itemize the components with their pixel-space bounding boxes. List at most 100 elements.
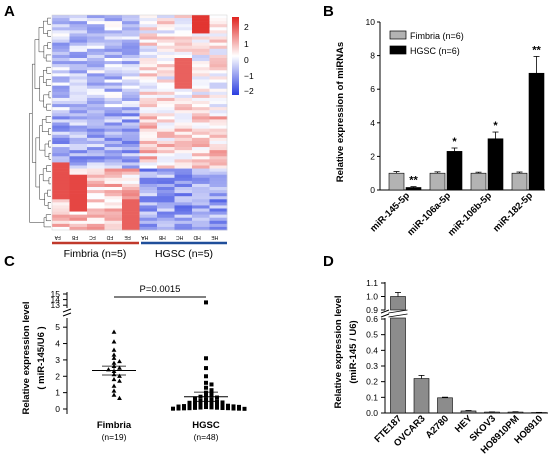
heatmap-cell <box>104 18 123 22</box>
heatmap-cell <box>139 153 158 157</box>
heatmap-cell <box>192 21 210 25</box>
panel-b-x-label: miR-145-5p <box>368 190 412 234</box>
heatmap-cell <box>87 144 105 148</box>
panel-c-point-hgsc <box>220 400 225 405</box>
heatmap-cell <box>69 113 88 117</box>
panel-d-y-tick-label: 0.9 <box>366 305 378 315</box>
heatmap-cell <box>87 199 105 203</box>
heatmap-cell <box>87 91 105 96</box>
heatmap-cell <box>192 58 210 62</box>
heatmap-cell <box>104 94 123 99</box>
heatmap-cell <box>69 159 88 163</box>
panel-d-axis-break <box>380 309 390 314</box>
heatmap-cell <box>157 42 175 47</box>
heatmap-cell <box>87 48 105 53</box>
heatmap-cell <box>174 202 193 206</box>
dendrogram-branch <box>34 39 40 89</box>
heatmap-cell <box>69 48 88 53</box>
dendrogram-branch <box>44 192 49 206</box>
heatmap-cell <box>104 64 123 68</box>
heatmap-cell <box>122 15 140 19</box>
heatmap-cell <box>122 61 140 65</box>
heatmap-cell <box>104 82 123 86</box>
heatmap-cell <box>69 104 88 108</box>
heatmap-cell <box>104 226 123 231</box>
heatmap-cell <box>104 54 123 59</box>
heatmap-cell <box>69 187 88 191</box>
heatmap-cell <box>122 85 140 90</box>
heatmap-cell <box>174 15 193 19</box>
heatmap-cell <box>122 51 140 56</box>
heatmap-cell <box>52 180 70 185</box>
heatmap-cell <box>192 61 210 65</box>
heatmap-cell <box>174 162 193 166</box>
heatmap-cell <box>69 171 88 176</box>
heatmap-cell <box>104 73 123 77</box>
heatmap-column-label: FE <box>124 234 131 240</box>
heatmap-cell <box>157 177 175 182</box>
heatmap-cell <box>52 223 70 228</box>
heatmap-cell <box>209 162 228 166</box>
heatmap-cell <box>69 76 88 80</box>
heatmap-cell <box>104 193 123 197</box>
heatmap-cell <box>157 162 175 166</box>
heatmap-cell <box>122 131 140 136</box>
heatmap-cell <box>87 171 105 176</box>
heatmap-cell <box>69 147 88 151</box>
heatmap-cell <box>209 150 228 154</box>
heatmap-cell <box>209 61 228 65</box>
panel-c-scatter-chart: Relative expression level ( miR-145/U6 )… <box>21 284 247 442</box>
heatmap-cell <box>69 153 88 157</box>
heatmap-cell <box>69 27 88 31</box>
heatmap-cell <box>104 85 123 90</box>
heatmap-cell <box>87 168 105 172</box>
scale-tick-minus2: −2 <box>244 86 254 96</box>
dendrogram-branch <box>47 189 51 197</box>
heatmap-cell <box>104 48 123 53</box>
heatmap-cell <box>139 107 158 111</box>
heatmap-cell <box>52 54 70 59</box>
heatmap-cell <box>52 153 70 157</box>
panel-d-bar-upper <box>390 296 406 311</box>
heatmap-cell <box>104 21 123 25</box>
heatmap-cell <box>69 94 88 99</box>
heatmap-cell <box>52 183 70 188</box>
heatmap-cell <box>209 174 228 179</box>
heatmap-cell <box>139 36 158 40</box>
panel-d-bar-chart: Relative expression level (miR-145 / U6)… <box>333 278 548 456</box>
heatmap-cell <box>192 217 210 222</box>
heatmap-cell <box>192 101 210 105</box>
heatmap-cell <box>104 202 123 206</box>
panel-c-point-hgsc <box>187 400 192 405</box>
heatmap-cell <box>104 70 123 74</box>
heatmap-cell <box>139 104 158 108</box>
panel-c-point-hgsc <box>204 300 208 305</box>
heatmap-cell <box>209 48 228 53</box>
heatmap-cell <box>69 180 88 185</box>
panel-b-significance-mark: ** <box>409 175 418 187</box>
heatmap-cell <box>122 64 140 68</box>
heatmap-cell <box>192 177 210 182</box>
heatmap-cell <box>139 119 158 123</box>
heatmap-cell <box>69 134 88 139</box>
heatmap-cell <box>69 79 88 83</box>
heatmap-cell <box>209 79 228 83</box>
panel-c-y-tick-label: 5 <box>55 322 60 332</box>
panel-b-y-tick-label: 8 <box>370 51 375 61</box>
heatmap-cell <box>157 24 175 28</box>
heatmap-cell <box>157 51 175 56</box>
heatmap-cell <box>104 61 123 65</box>
heatmap-cell <box>157 79 175 83</box>
panel-d-y-tick-label: 0.5 <box>366 330 378 340</box>
heatmap-cell <box>174 82 193 86</box>
heatmap-cell <box>69 140 88 145</box>
panel-b-bar <box>405 187 422 191</box>
heatmap-cell <box>52 171 70 176</box>
heatmap-cell <box>52 94 70 99</box>
dendrogram-branch <box>47 42 51 50</box>
heatmap-cell <box>52 177 70 182</box>
heatmap-cell <box>192 196 210 200</box>
heatmap-cell <box>122 104 140 108</box>
heatmap-cell <box>192 150 210 154</box>
dendrogram-branch <box>45 79 51 86</box>
